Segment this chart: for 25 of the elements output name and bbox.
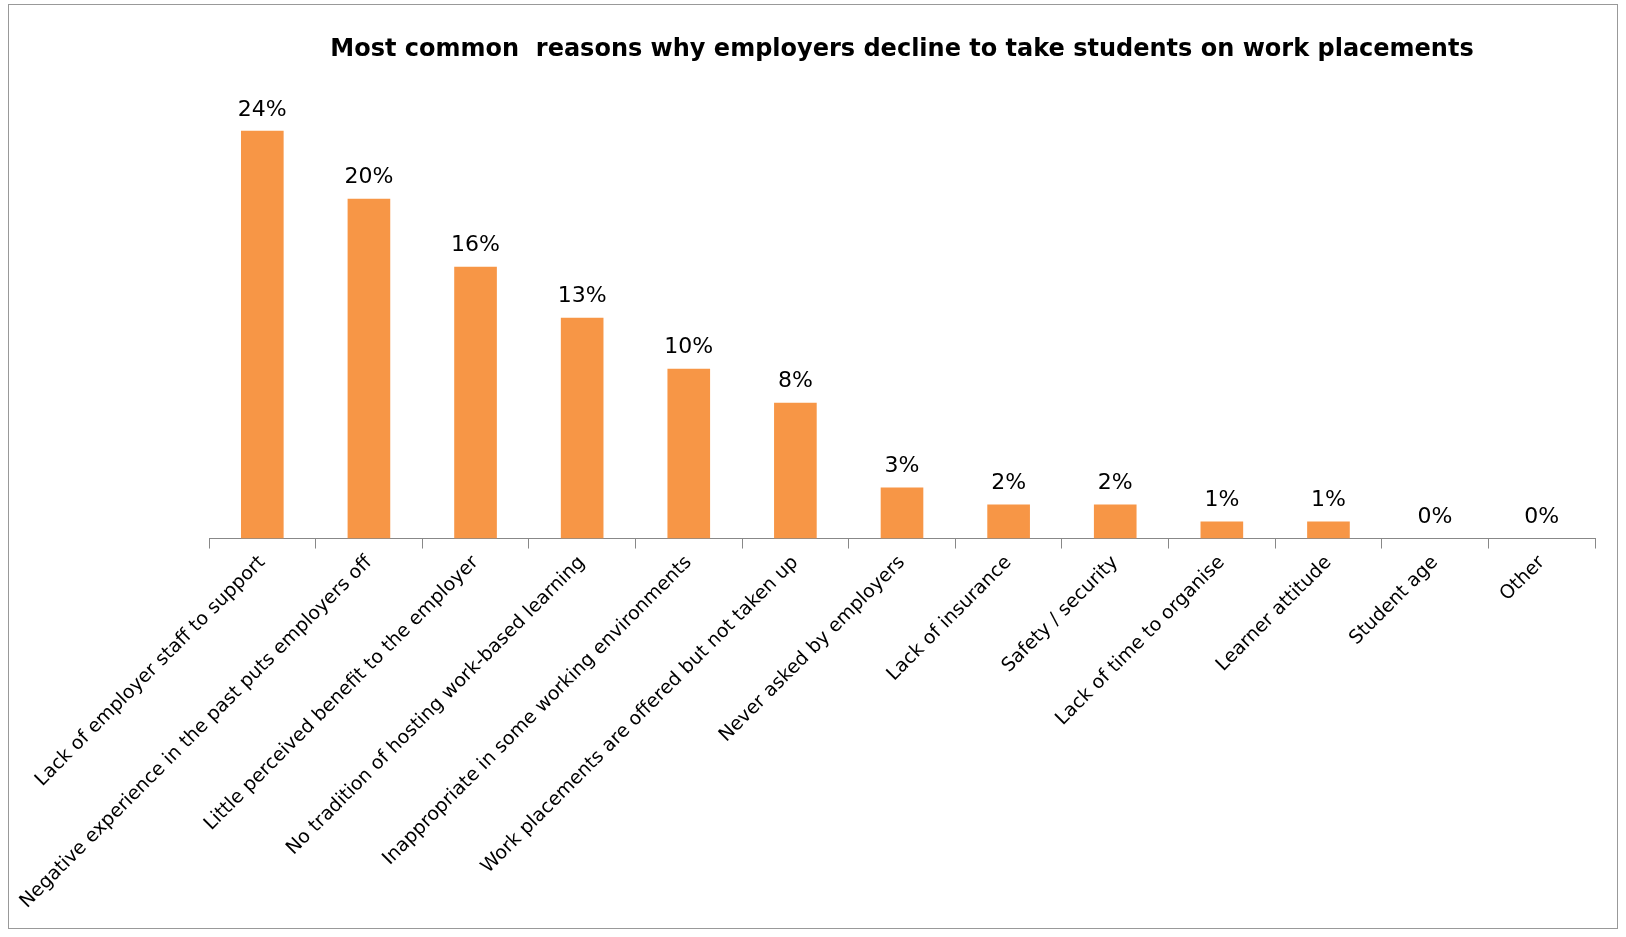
chart-title: Most common reasons why employers decline to take students on work placements (330, 33, 1474, 62)
bar (240, 130, 284, 539)
data-label: 3% (884, 452, 920, 478)
bar (560, 317, 604, 539)
bar (454, 266, 497, 539)
data-label: 0% (1524, 503, 1560, 529)
data-label: 20% (344, 163, 394, 189)
data-label: 2% (1097, 469, 1133, 495)
bar (880, 487, 924, 539)
data-label: 24% (237, 95, 287, 121)
data-label: 8% (777, 367, 813, 393)
bar (347, 198, 391, 539)
bar (987, 504, 1030, 539)
data-label: 10% (664, 333, 714, 359)
bar (1093, 504, 1137, 539)
bar (1307, 521, 1350, 539)
bar (667, 368, 711, 539)
bar (774, 402, 817, 539)
data-label: 1% (1311, 486, 1346, 512)
data-label: 16% (451, 231, 500, 257)
data-label: 0% (1417, 503, 1453, 529)
data-label: 13% (557, 282, 607, 308)
data-label: 2% (991, 469, 1027, 495)
bar (1200, 521, 1244, 539)
data-label: 1% (1204, 486, 1240, 512)
